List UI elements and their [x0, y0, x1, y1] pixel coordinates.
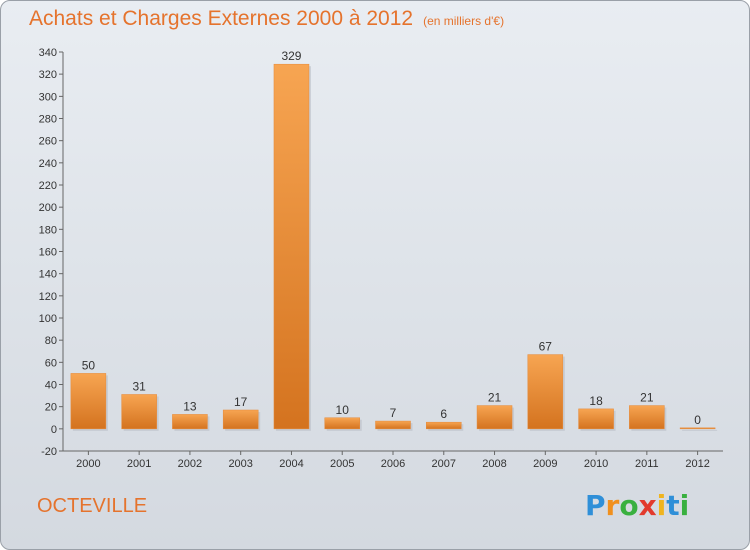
- data-label: 0: [694, 413, 701, 427]
- data-label: 329: [281, 49, 301, 63]
- y-tick-label: 220: [39, 180, 57, 192]
- data-label: 6: [440, 407, 447, 421]
- proxiti-logo: Proxiti: [585, 489, 689, 522]
- data-label: 31: [132, 379, 146, 393]
- x-tick-label: 2009: [533, 458, 557, 470]
- logo-letter: i: [656, 489, 667, 522]
- y-tick-label: 20: [45, 402, 57, 414]
- x-tick-label: 2008: [482, 458, 506, 470]
- y-tick-label: 340: [39, 47, 57, 59]
- data-label: 18: [589, 394, 603, 408]
- x-tick-label: 2003: [228, 458, 252, 470]
- bar: [578, 408, 614, 430]
- bar: [324, 417, 360, 430]
- y-tick-label: 60: [45, 357, 57, 369]
- y-tick-label: 140: [39, 269, 57, 281]
- y-tick-label: 280: [39, 114, 57, 126]
- bar: [172, 414, 208, 430]
- bar: [426, 421, 462, 430]
- x-tick-label: 2006: [381, 458, 405, 470]
- data-label: 21: [488, 391, 502, 405]
- x-tick-label: 2007: [432, 458, 456, 470]
- data-label: 17: [234, 395, 248, 409]
- x-tick-label: 2004: [279, 458, 303, 470]
- x-tick-label: 2001: [127, 458, 151, 470]
- y-tick-label: 80: [45, 335, 57, 347]
- logo-letter: P: [585, 489, 606, 522]
- data-label: 50: [82, 358, 96, 372]
- y-tick-label: 240: [39, 158, 57, 170]
- y-tick-label: 120: [39, 291, 57, 303]
- bar: [679, 427, 716, 430]
- chart-unit: (en milliers d'€): [423, 14, 505, 28]
- x-tick-label: 2002: [178, 458, 202, 470]
- y-tick-label: 0: [51, 424, 57, 436]
- logo-letter: i: [679, 489, 690, 522]
- y-tick-label: 40: [45, 380, 57, 392]
- x-tick-label: 2005: [330, 458, 354, 470]
- y-tick-label: 260: [39, 136, 57, 148]
- y-tick-label: -20: [41, 446, 57, 458]
- logo-letter: x: [638, 489, 657, 522]
- y-tick-label: 160: [39, 247, 57, 259]
- y-tick-label: 180: [39, 224, 57, 236]
- x-tick-label: 2011: [635, 458, 659, 470]
- bar: [70, 373, 107, 430]
- x-tick-label: 2012: [685, 458, 709, 470]
- y-tick-label: 200: [39, 202, 57, 214]
- x-tick-label: 2000: [76, 458, 100, 470]
- bar: [222, 409, 259, 430]
- chart-title: Achats et Charges Externes 2000 à 2012: [29, 7, 414, 30]
- bar: [375, 420, 411, 430]
- x-tick-label: 2010: [584, 458, 608, 470]
- logo-letter: o: [619, 489, 639, 522]
- logo-letter: t: [666, 489, 680, 522]
- bar-shadow: [682, 429, 718, 431]
- y-tick-label: 100: [39, 313, 57, 325]
- bar: [273, 63, 310, 430]
- logo-letter: r: [605, 489, 620, 522]
- chart-title-block: Achats et Charges Externes 2000 à 2012 (e…: [29, 7, 504, 31]
- data-label: 10: [336, 403, 350, 417]
- data-label: 67: [539, 340, 553, 354]
- bar: [527, 354, 564, 430]
- bar: [476, 405, 513, 430]
- bar: [121, 394, 157, 430]
- data-label: 21: [640, 391, 654, 405]
- city-name: OCTEVILLE: [37, 495, 148, 517]
- bar: [629, 405, 665, 430]
- data-label: 7: [390, 406, 397, 420]
- y-tick-label: 320: [39, 69, 57, 81]
- y-tick-label: 300: [39, 91, 57, 103]
- data-label: 13: [183, 399, 197, 413]
